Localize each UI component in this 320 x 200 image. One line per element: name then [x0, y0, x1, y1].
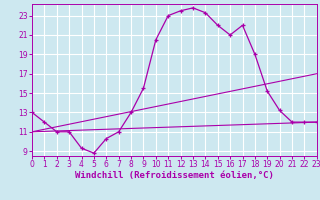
X-axis label: Windchill (Refroidissement éolien,°C): Windchill (Refroidissement éolien,°C) [75, 171, 274, 180]
